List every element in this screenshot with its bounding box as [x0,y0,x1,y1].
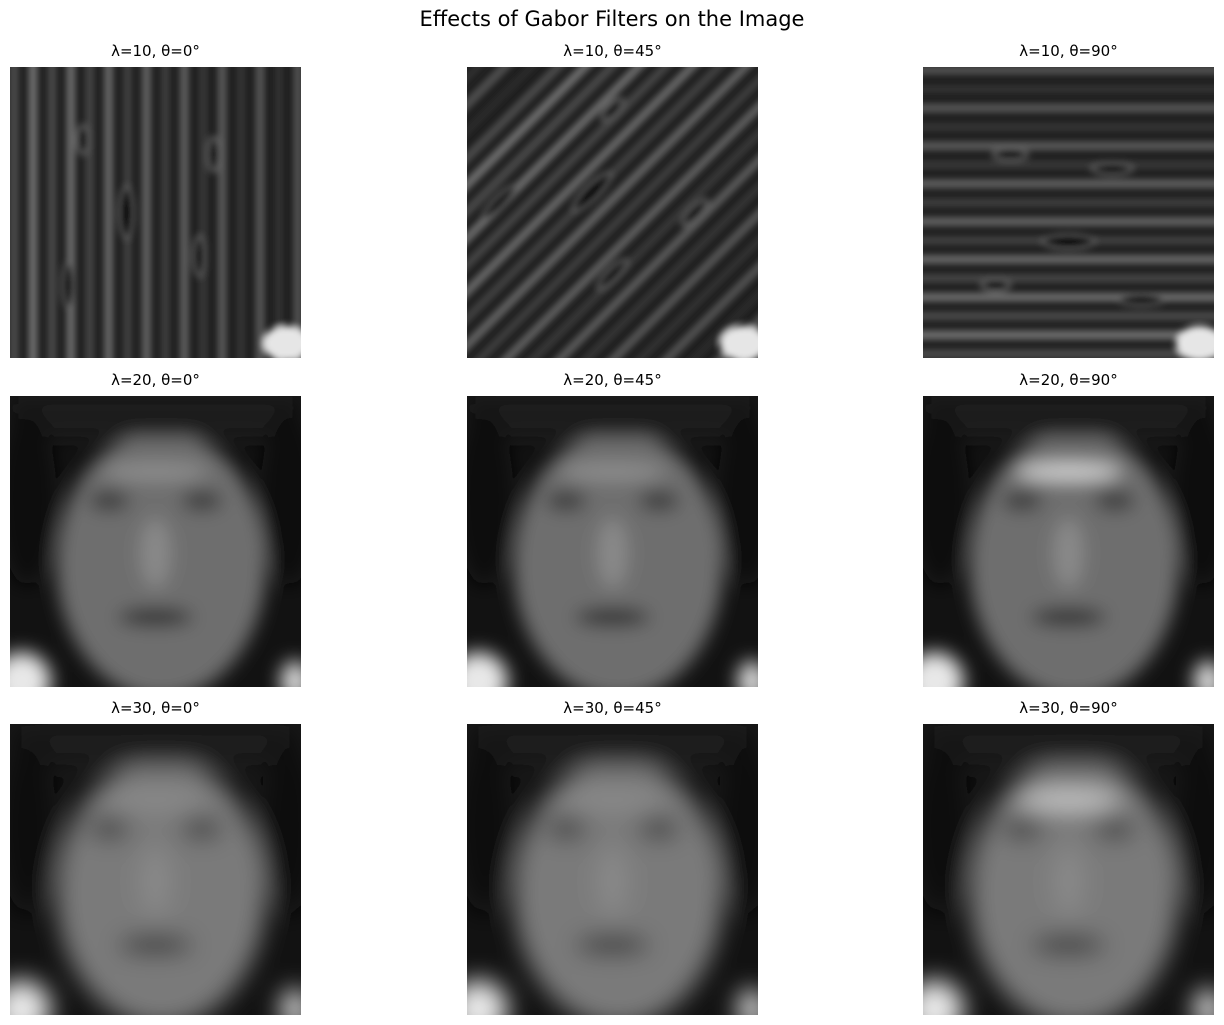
filtered-face-image [10,724,301,1015]
panel-title: λ=20, θ=90° [1019,371,1118,389]
filtered-face-image [467,67,758,358]
figure-title: Effects of Gabor Filters on the Image [419,7,805,31]
panel-title: λ=20, θ=45° [563,371,662,389]
panel-title: λ=30, θ=90° [1019,699,1118,717]
filtered-face-image [923,67,1214,358]
panel-title: λ=10, θ=45° [563,42,662,60]
panel-title: λ=20, θ=0° [111,371,200,389]
panel-title: λ=30, θ=45° [563,699,662,717]
panel-title: λ=10, θ=90° [1019,42,1118,60]
panel-title: λ=10, θ=0° [111,42,200,60]
panel-title: λ=30, θ=0° [111,699,200,717]
filtered-face-image [923,396,1214,687]
filtered-face-image [10,396,301,687]
filtered-face-image [467,396,758,687]
filtered-face-image [467,724,758,1015]
filtered-face-image [10,67,301,358]
filtered-face-image [923,724,1214,1015]
